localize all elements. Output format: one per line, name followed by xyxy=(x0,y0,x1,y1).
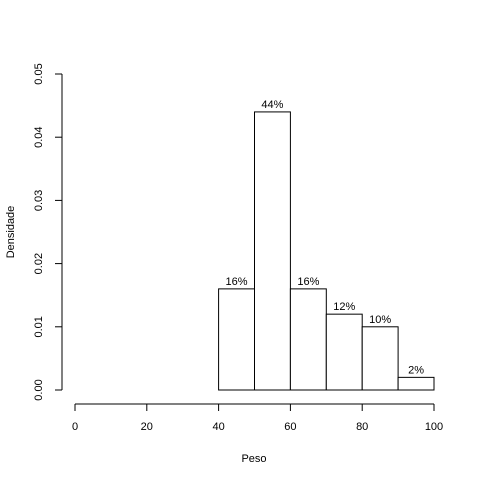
histogram-bar xyxy=(254,111,291,391)
x-tick-label: 0 xyxy=(72,421,78,433)
y-tick-label: 0.04 xyxy=(33,126,45,147)
x-tick-label: 80 xyxy=(356,421,368,433)
y-tick-label: 0.02 xyxy=(33,253,45,274)
x-tick-label: 20 xyxy=(141,421,153,433)
y-axis-title: Densidade xyxy=(5,206,17,259)
bar-labels: 16% 44% 16% 12% 10% 2% xyxy=(226,99,425,376)
y-tick-label: 0.05 xyxy=(33,63,45,84)
histogram-bar xyxy=(361,326,399,391)
x-axis-title: Peso xyxy=(241,453,266,465)
x-tick-label: 60 xyxy=(284,421,296,433)
bar-value-label: 16% xyxy=(226,276,248,288)
bar-value-label: 44% xyxy=(261,99,283,111)
y-axis: 0.00 0.01 0.02 0.03 0.04 0.05 xyxy=(33,63,63,401)
histogram-bar xyxy=(218,288,256,391)
histogram-bar xyxy=(289,288,327,391)
histogram-bar xyxy=(325,313,363,391)
bars xyxy=(218,111,435,391)
bar-value-label: 2% xyxy=(408,364,424,376)
y-tick-label: 0.00 xyxy=(33,379,45,400)
bar-value-label: 12% xyxy=(333,301,355,313)
x-tick-label: 40 xyxy=(212,421,224,433)
x-tick-label: 100 xyxy=(425,421,443,433)
histogram-bar xyxy=(397,376,435,391)
x-axis: 0 20 40 60 80 100 xyxy=(72,403,443,433)
bar-value-label: 10% xyxy=(369,314,391,326)
y-tick-label: 0.01 xyxy=(33,316,45,337)
bar-value-label: 16% xyxy=(297,276,319,288)
y-tick-label: 0.03 xyxy=(33,190,45,211)
